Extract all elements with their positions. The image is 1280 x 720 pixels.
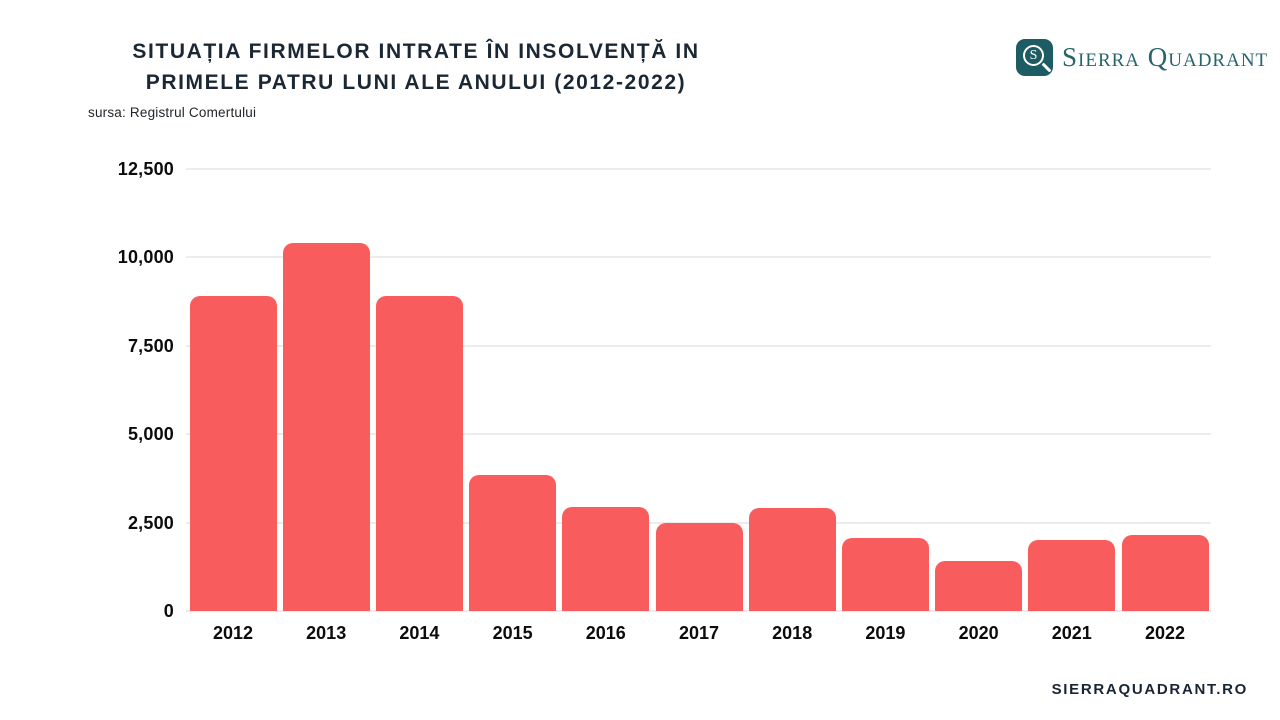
- sq-monogram-letter: S: [1023, 45, 1044, 66]
- y-tick-label: 2,500: [127, 512, 174, 533]
- chart-title: SITUAȚIA FIRMELOR INTRATE ÎN INSOLVENȚĂ …: [78, 36, 754, 98]
- x-tick-label: 2019: [865, 623, 906, 643]
- x-tick-label: 2022: [1144, 623, 1185, 643]
- y-tick-label: 7,500: [127, 335, 174, 356]
- bar-2012: [189, 295, 277, 611]
- bar-2020: [935, 561, 1023, 611]
- bar-2021: [1028, 540, 1116, 611]
- chart-title-line1: SITUAȚIA FIRMELOR INTRATE ÎN INSOLVENȚĂ …: [132, 40, 700, 63]
- website-url: SIERRAQUADRANT.RO: [1051, 681, 1248, 698]
- bar-2016: [562, 506, 650, 611]
- sq-monogram-icon: S: [1016, 39, 1053, 76]
- x-tick-label: 2020: [958, 623, 999, 643]
- x-tick-label: 2014: [399, 623, 440, 643]
- bar-2013: [282, 242, 370, 611]
- y-gridline: [186, 610, 1211, 612]
- x-tick-label: 2021: [1051, 623, 1092, 643]
- bar-2018: [748, 508, 836, 611]
- y-gridline: [186, 344, 1211, 347]
- bar-2019: [841, 538, 929, 611]
- y-tick-label: 12,500: [117, 158, 174, 179]
- logo-wordmark: Sierra Quadrant: [1062, 42, 1269, 72]
- y-tick-label: 5,000: [127, 424, 174, 444]
- bar-2017: [655, 522, 743, 611]
- sierra-quadrant-logo: S Sierra Quadrant: [1016, 39, 1268, 76]
- x-tick-label: 2015: [492, 623, 533, 643]
- x-tick-label: 2016: [585, 623, 626, 643]
- y-tick-label: 10,000: [117, 247, 174, 267]
- y-gridline: [186, 256, 1211, 258]
- source-note: sursa: Registrul Comertului: [88, 105, 257, 120]
- bar-2022: [1121, 534, 1209, 611]
- x-tick-label: 2013: [306, 623, 347, 643]
- y-tick-label: 0: [163, 601, 174, 621]
- x-tick-label: 2012: [212, 623, 253, 643]
- y-gridline: [186, 433, 1211, 435]
- q-tail-icon: [1041, 62, 1052, 73]
- y-gridline: [186, 167, 1211, 170]
- x-tick-label: 2017: [678, 623, 719, 643]
- x-tick-label: 2018: [772, 623, 813, 643]
- chart-title-line2: PRIMELE PATRU LUNI ALE ANULUI (2012-2022…: [145, 71, 687, 94]
- bar-2014: [375, 295, 463, 611]
- bar-2015: [469, 474, 557, 611]
